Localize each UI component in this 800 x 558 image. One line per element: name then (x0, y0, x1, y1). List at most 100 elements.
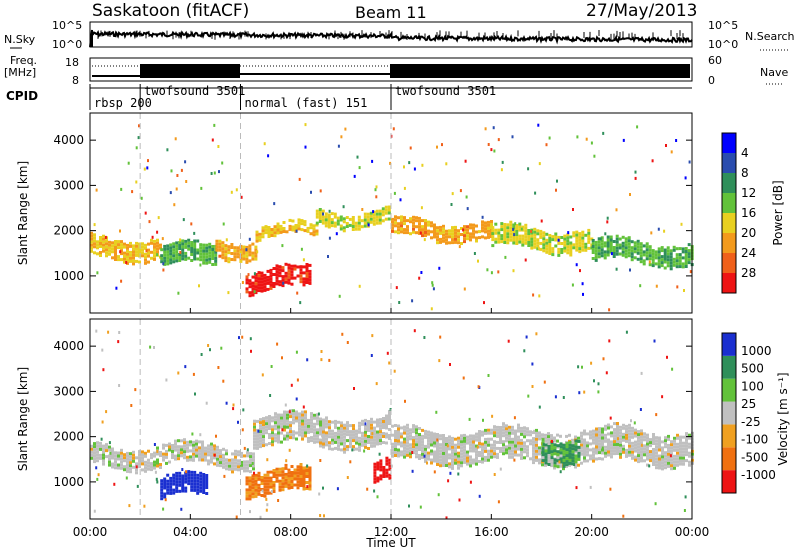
heatmap-cell (394, 433, 397, 436)
freq-left-label-2: [MHz] (4, 66, 36, 79)
heatmap-cell (538, 162, 541, 166)
heatmap-cell (135, 241, 138, 245)
heatmap-cell (242, 408, 245, 412)
heatmap-cell (385, 462, 389, 466)
heatmap-cell (253, 419, 256, 423)
heatmap-cell (260, 289, 264, 293)
heatmap-cell (675, 262, 679, 266)
heatmap-cell (349, 424, 352, 428)
heatmap-cell (542, 249, 546, 253)
heatmap-cell (619, 446, 622, 450)
heatmap-cell (512, 223, 516, 227)
heatmap-cell (625, 439, 628, 443)
heatmap-cell (160, 257, 164, 261)
heatmap-cell (117, 451, 120, 455)
heatmap-cell (108, 445, 111, 449)
heatmap-cell (526, 454, 529, 458)
heatmap-cell (153, 460, 156, 464)
heatmap-cell (520, 456, 523, 460)
heatmap-cell (143, 504, 146, 508)
heatmap-cell (646, 454, 649, 458)
heatmap-cell (412, 439, 415, 443)
heatmap-cell (234, 449, 237, 453)
heatmap-cell (533, 227, 537, 231)
heatmap-cell (198, 284, 200, 288)
heatmap-cell (281, 488, 285, 492)
heatmap-cell (277, 413, 280, 417)
heatmap-cell (460, 461, 463, 465)
heatmap-cell (283, 416, 286, 420)
heatmap-cell (254, 482, 258, 486)
heatmap-cell (253, 272, 256, 276)
heatmap-cell (520, 453, 523, 457)
heatmap-cell (131, 190, 134, 194)
heatmap-cell (257, 474, 261, 478)
heatmap-cell (256, 431, 259, 435)
heatmap-cell (661, 467, 664, 471)
heatmap-cell (463, 237, 466, 241)
heatmap-cell (367, 426, 370, 429)
heatmap-cell (183, 441, 186, 445)
heatmap-cell (648, 260, 651, 264)
heatmap-cell (269, 271, 273, 275)
heatmap-cell (181, 245, 185, 249)
heatmap-cell (278, 268, 282, 272)
heatmap-cell (305, 481, 309, 484)
heatmap-cell (430, 449, 433, 453)
heatmap-cell (419, 231, 422, 235)
heatmap-cell (190, 247, 194, 250)
heatmap-cell (290, 465, 294, 468)
heatmap-cell (162, 446, 165, 450)
heatmap-cell (248, 285, 252, 289)
heatmap-cell (676, 451, 679, 455)
colorbar-tick-label: -100 (741, 433, 768, 447)
heatmap-cell (550, 450, 554, 454)
heatmap-cell (430, 224, 433, 228)
heatmap-cell (445, 458, 448, 461)
heatmap-cell (199, 480, 203, 484)
heatmap-cell (382, 432, 385, 435)
heatmap-cell (601, 439, 604, 443)
heatmap-cell (373, 471, 377, 475)
heatmap-cell (556, 457, 559, 461)
heatmap-cell (199, 474, 203, 478)
heatmap-cell (190, 250, 194, 253)
heatmap-cell (619, 449, 622, 453)
heatmap-cell (637, 433, 640, 437)
heatmap-cell (375, 185, 378, 189)
heatmap-cell (120, 240, 123, 244)
heatmap-cell (583, 459, 586, 463)
heatmap-cell (415, 216, 418, 220)
heatmap-cell (260, 482, 264, 485)
heatmap-cell (376, 442, 379, 446)
heatmap-cell (415, 231, 418, 235)
heatmap-cell (412, 445, 415, 449)
heatmap-cell (292, 412, 295, 416)
heatmap-cell (615, 234, 619, 238)
heatmap-cell (298, 415, 301, 419)
heatmap-cell (254, 254, 258, 258)
heatmap-cell (230, 190, 233, 194)
heatmap-cell (442, 230, 445, 234)
heatmap-cell (202, 261, 206, 265)
heatmap-cell (499, 432, 502, 435)
heatmap-cell (254, 282, 258, 286)
heatmap-cell (606, 250, 610, 254)
heatmap-cell (172, 473, 176, 477)
heatmap-cell (506, 229, 510, 233)
heatmap-cell (535, 458, 538, 462)
heatmap-cell (634, 428, 637, 432)
heatmap-cell (484, 236, 487, 240)
heatmap-cell (664, 466, 667, 470)
heatmap-cell (249, 337, 252, 341)
heatmap-cell (289, 424, 292, 428)
heatmap-cell (475, 236, 478, 240)
heatmap-cell (648, 254, 652, 258)
heatmap-cell (256, 440, 259, 444)
heatmap-cell (556, 179, 558, 183)
date-title: 27/May/2013 (586, 1, 698, 21)
heatmap-cell (472, 229, 475, 233)
heatmap-cell (308, 475, 312, 479)
heatmap-cell (658, 442, 661, 446)
heatmap-cell (553, 436, 556, 440)
